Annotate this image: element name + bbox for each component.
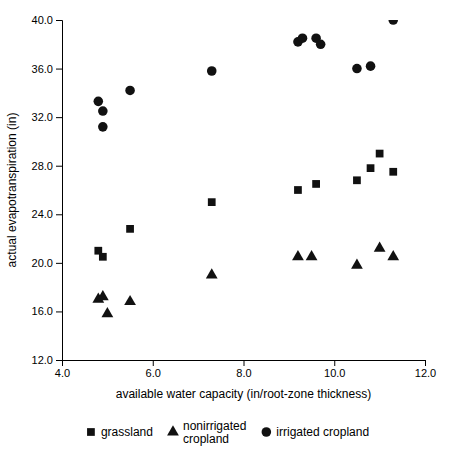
point [389, 168, 397, 176]
point [352, 64, 362, 74]
tick: 16.0 [32, 305, 62, 317]
tick: 8.0 [236, 360, 251, 379]
x-axis-title: available water capacity (in/root-zone t… [116, 387, 371, 401]
tick: 32.0 [32, 111, 62, 123]
point [292, 250, 304, 260]
tick-mark [56, 311, 62, 312]
point [374, 241, 386, 251]
tick-mark [56, 166, 62, 167]
point [312, 180, 320, 188]
tick-label: 6.0 [146, 367, 161, 379]
point [366, 61, 376, 71]
point [351, 258, 363, 268]
tick-label: 12.0 [32, 354, 53, 366]
legend-label: nonirrigatedcropland [183, 419, 246, 446]
tick: 28.0 [32, 160, 62, 172]
legend-symbol [87, 428, 95, 436]
tick-label: 16.0 [32, 305, 53, 317]
point [353, 176, 361, 184]
point [376, 150, 384, 158]
tick-label: 28.0 [32, 160, 53, 172]
y-axis: 12.0 16.0 20.0 24.0 28.0 32.0 36.0 40.0 [32, 14, 63, 366]
tick-mark [56, 69, 62, 70]
tick-mark [334, 360, 335, 366]
point [207, 66, 217, 76]
tick: 20.0 [32, 257, 62, 269]
tick: 6.0 [146, 360, 161, 379]
point [125, 86, 135, 96]
tick: 36.0 [32, 63, 62, 75]
point [367, 164, 375, 172]
point [206, 268, 218, 278]
tick: 24.0 [32, 208, 62, 220]
y-axis-title: actual evapotranspiration (in) [5, 113, 19, 268]
tick-mark [56, 117, 62, 118]
point [126, 225, 134, 233]
point [94, 97, 104, 107]
tick-label: 4.0 [55, 367, 70, 379]
point [208, 198, 216, 206]
tick-label: 8.0 [236, 367, 251, 379]
legend-item: grassland [87, 425, 153, 439]
legend-item: irrigated cropland [262, 425, 370, 439]
tick-mark [425, 360, 426, 366]
point [98, 122, 108, 132]
point [316, 39, 326, 49]
tick: 10.0 [324, 360, 345, 379]
point [124, 295, 136, 305]
chart: 4.0 6.0 8.0 10.0 12.0 12.0 16.0 20.0 24.0 28.0 32.… [0, 0, 450, 470]
axis-line [56, 21, 63, 361]
series [94, 150, 397, 261]
point [98, 106, 108, 116]
tick-label: 24.0 [32, 208, 53, 220]
point [387, 250, 399, 260]
point [97, 290, 109, 300]
tick-label: 10.0 [324, 367, 345, 379]
legend-label: grassland [101, 425, 153, 439]
legend-symbol [167, 425, 179, 435]
tick-label: 20.0 [32, 257, 53, 269]
tick: 12.0 [32, 354, 62, 366]
point [306, 250, 318, 260]
tick-mark [153, 360, 154, 366]
tick-label: 40.0 [32, 14, 53, 26]
tick-mark [56, 263, 62, 264]
axis-line [63, 361, 426, 367]
tick-mark [56, 360, 62, 361]
legend-symbol [262, 427, 272, 437]
point [294, 186, 302, 194]
tick-mark [244, 360, 245, 366]
point [298, 33, 308, 43]
tick-label: 36.0 [32, 63, 53, 75]
point [388, 20, 398, 25]
legend-label: irrigated cropland [276, 425, 369, 439]
tick-mark [56, 214, 62, 215]
tick: 4.0 [55, 360, 70, 379]
legend: grassland nonirrigatedcropland irrigated c… [87, 419, 369, 446]
series [94, 20, 399, 132]
tick: 40.0 [32, 14, 62, 26]
tick-mark [56, 20, 62, 21]
tick: 12.0 [415, 360, 436, 379]
legend-item: nonirrigatedcropland [167, 419, 246, 446]
plot-area [92, 20, 399, 317]
point [101, 307, 113, 317]
series [92, 241, 399, 317]
tick-label: 32.0 [32, 111, 53, 123]
point [99, 253, 107, 261]
tick-label: 12.0 [415, 367, 436, 379]
x-axis: 4.0 6.0 8.0 10.0 12.0 [55, 360, 436, 379]
